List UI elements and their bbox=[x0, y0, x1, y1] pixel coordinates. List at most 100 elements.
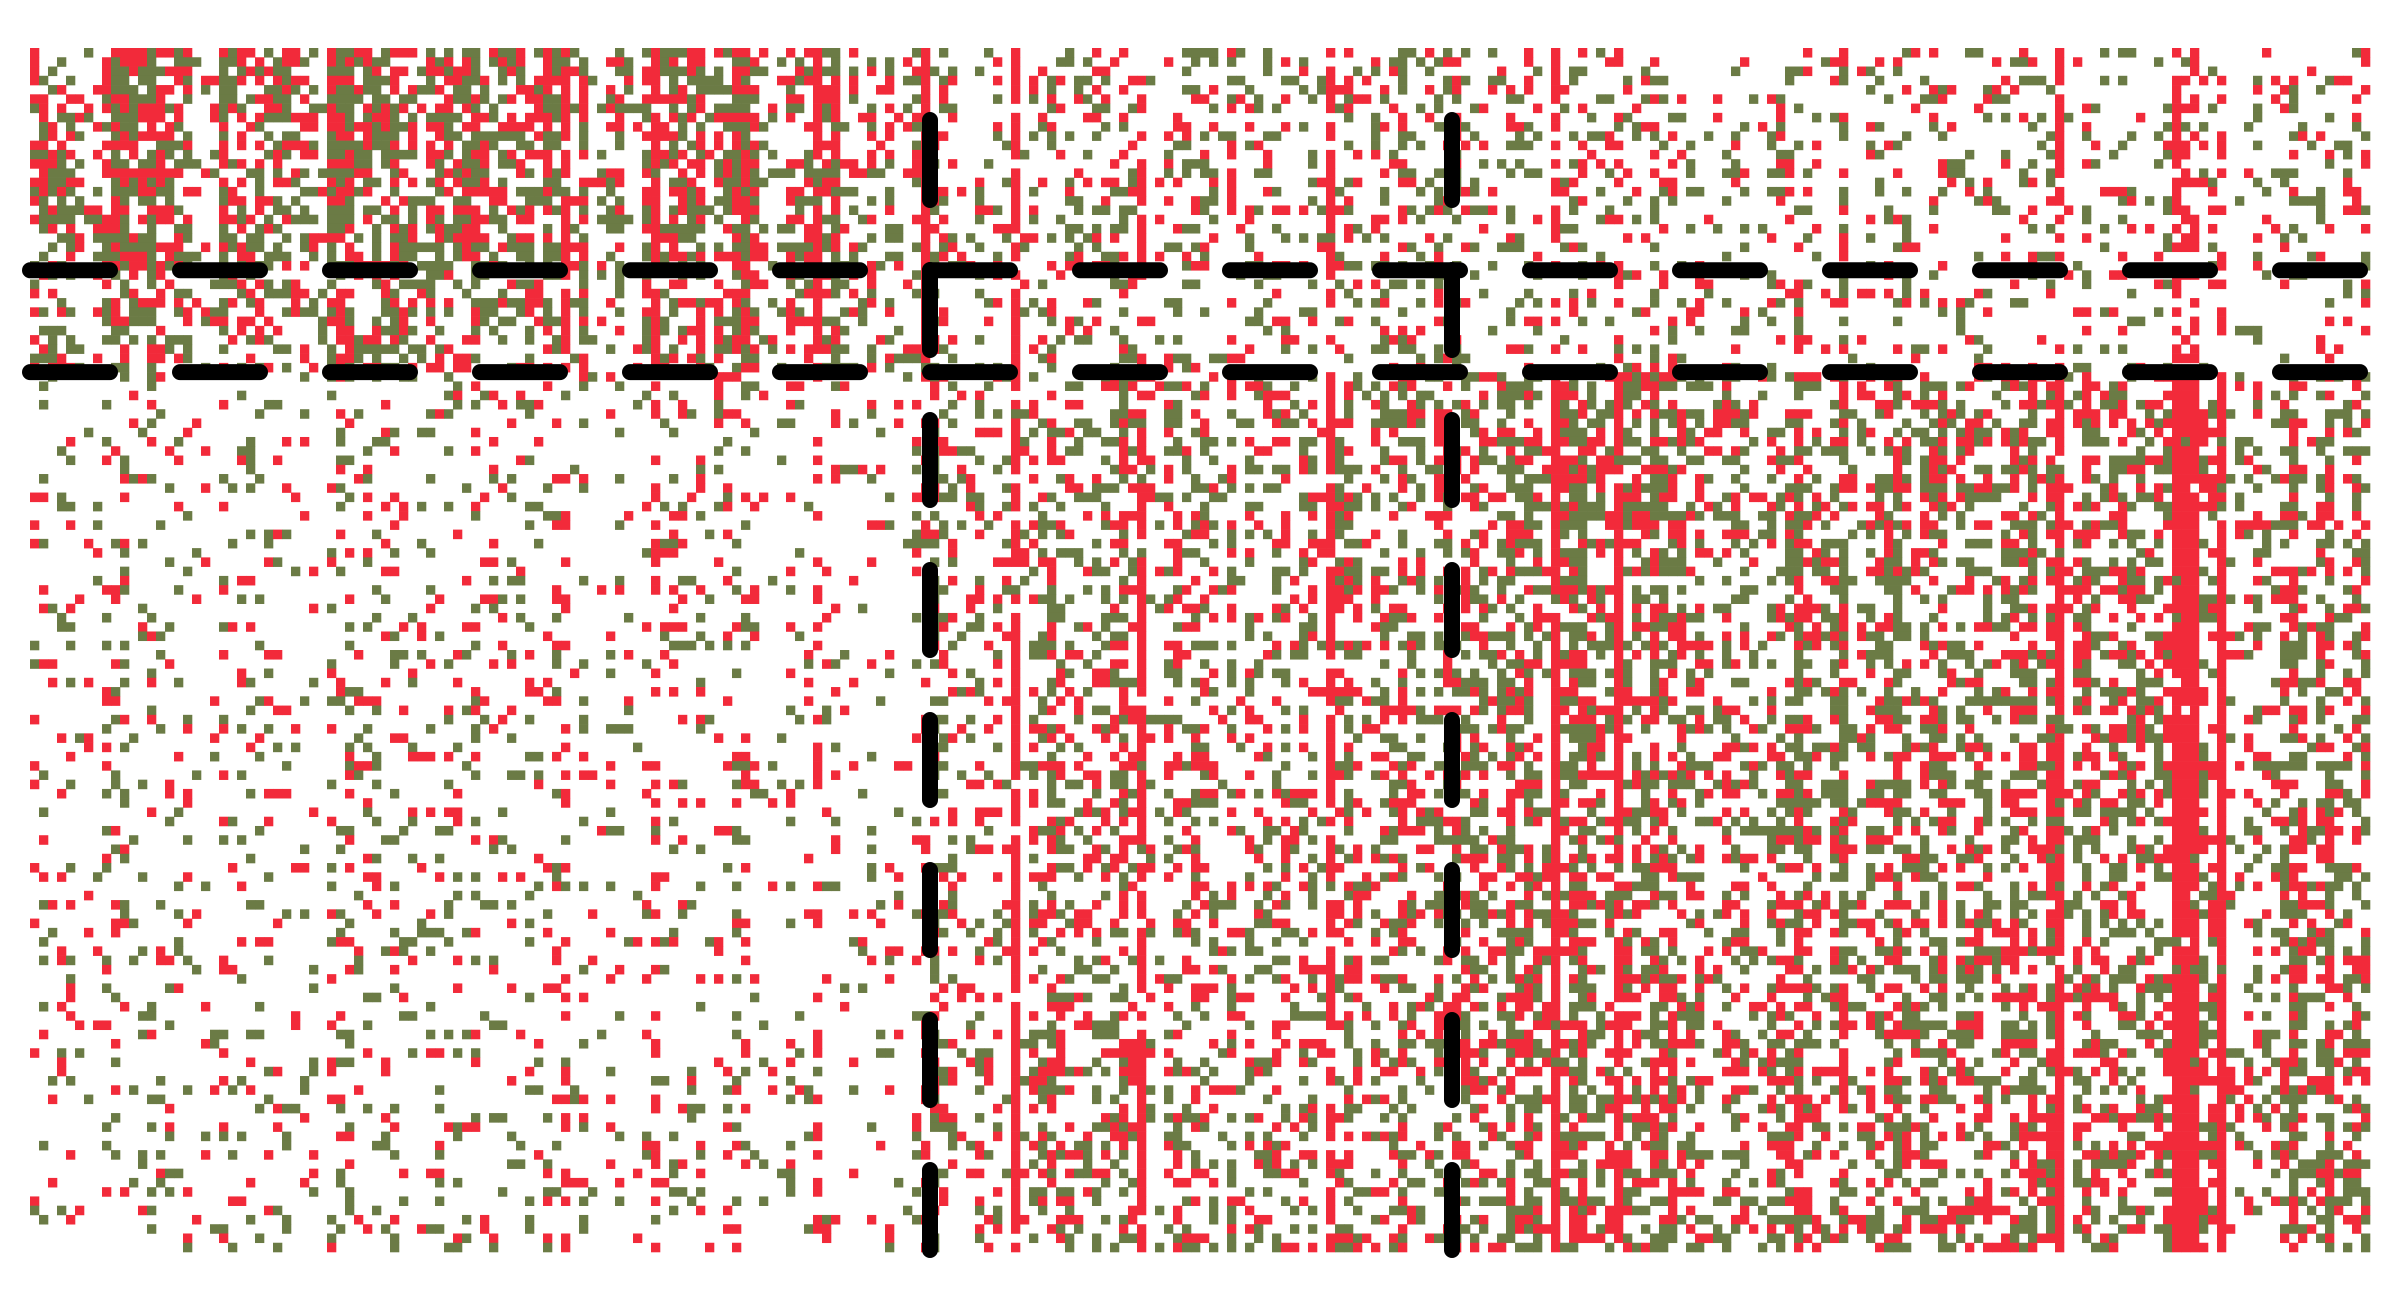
heatmap-cell bbox=[1047, 103, 1057, 114]
heatmap-cell bbox=[2334, 409, 2344, 419]
heatmap-cell bbox=[1245, 436, 1255, 447]
heatmap-cell bbox=[696, 66, 706, 77]
heatmap-cell bbox=[1065, 48, 1075, 58]
heatmap-cell bbox=[390, 233, 400, 243]
heatmap-cell bbox=[1623, 455, 1633, 466]
heatmap-cell bbox=[453, 390, 463, 401]
heatmap-cell bbox=[669, 57, 679, 67]
heatmap-cell bbox=[111, 122, 121, 132]
heatmap-cell bbox=[471, 168, 481, 178]
heatmap-cell bbox=[696, 75, 706, 86]
heatmap-cell bbox=[714, 381, 724, 391]
heatmap-cell bbox=[39, 196, 49, 206]
heatmap-cell bbox=[1983, 344, 1993, 354]
heatmap-cell bbox=[1461, 492, 1471, 503]
heatmap-cell bbox=[1920, 298, 1930, 308]
heatmap-cell bbox=[1533, 501, 1543, 512]
heatmap-cell bbox=[1614, 57, 1624, 67]
heatmap-cell bbox=[1587, 446, 1597, 456]
heatmap-cell bbox=[48, 242, 58, 253]
heatmap-cell bbox=[741, 353, 751, 364]
heatmap-cell bbox=[1614, 214, 1624, 225]
heatmap-cell bbox=[165, 48, 175, 58]
heatmap-cell bbox=[2181, 427, 2191, 438]
heatmap-cell bbox=[30, 288, 40, 299]
heatmap-cell bbox=[2280, 511, 2290, 521]
heatmap-cell bbox=[2217, 399, 2227, 410]
heatmap-cell bbox=[1533, 436, 1543, 447]
heatmap-cell bbox=[894, 112, 904, 123]
heatmap-cell bbox=[1326, 149, 1336, 160]
heatmap-cell bbox=[1614, 335, 1624, 345]
heatmap-cell bbox=[111, 233, 121, 243]
heatmap-cell bbox=[30, 353, 40, 364]
heatmap-cell bbox=[597, 261, 607, 271]
heatmap-cell bbox=[219, 251, 229, 262]
heatmap-cell bbox=[1839, 399, 1849, 410]
heatmap-cell bbox=[399, 307, 409, 317]
heatmap-cell bbox=[1416, 140, 1426, 151]
heatmap-cell bbox=[2172, 75, 2182, 86]
heatmap-cell bbox=[2181, 409, 2191, 419]
heatmap-cell bbox=[1038, 418, 1048, 429]
heatmap-cell bbox=[2253, 325, 2263, 336]
heatmap-cell bbox=[1983, 436, 1993, 447]
heatmap-cell bbox=[1326, 233, 1336, 243]
heatmap-cell bbox=[471, 48, 481, 58]
heatmap-cell bbox=[462, 288, 472, 299]
heatmap-cell bbox=[2091, 409, 2101, 419]
heatmap-cell bbox=[939, 436, 949, 447]
heatmap-cell bbox=[1326, 131, 1336, 141]
heatmap-cell bbox=[408, 94, 418, 104]
heatmap-cell bbox=[732, 325, 742, 336]
heatmap-cell bbox=[2253, 233, 2263, 243]
heatmap-cell bbox=[1983, 307, 1993, 317]
heatmap-cell bbox=[696, 122, 706, 132]
heatmap-cell bbox=[615, 131, 625, 141]
heatmap-cell bbox=[399, 251, 409, 262]
heatmap-cell bbox=[525, 307, 535, 317]
heatmap-cell bbox=[768, 261, 778, 271]
heatmap-cell bbox=[921, 242, 931, 253]
heatmap-cell bbox=[1839, 483, 1849, 493]
heatmap-cell bbox=[2217, 279, 2227, 290]
heatmap-cell bbox=[1578, 464, 1588, 475]
heatmap-cell bbox=[1371, 344, 1381, 354]
heatmap-cell bbox=[2019, 112, 2029, 123]
heatmap-cell bbox=[2019, 177, 2029, 188]
heatmap-cell bbox=[1434, 492, 1444, 503]
heatmap-cell bbox=[102, 233, 112, 243]
heatmap-cell bbox=[66, 242, 76, 253]
heatmap-cell bbox=[120, 279, 130, 290]
heatmap-cell bbox=[696, 94, 706, 104]
heatmap-cell bbox=[120, 242, 130, 253]
heatmap-cell bbox=[156, 131, 166, 141]
heatmap-cell bbox=[1659, 492, 1669, 503]
heatmap-cell bbox=[1173, 511, 1183, 521]
heatmap-cell bbox=[102, 298, 112, 308]
heatmap-cell bbox=[174, 57, 184, 67]
heatmap-cell bbox=[1911, 48, 1921, 58]
heatmap-cell bbox=[345, 112, 355, 123]
heatmap-cell bbox=[480, 112, 490, 123]
heatmap-cell bbox=[1614, 390, 1624, 401]
heatmap-cell bbox=[1497, 242, 1507, 253]
heatmap-cell bbox=[1623, 233, 1633, 243]
heatmap-cell bbox=[435, 112, 445, 123]
heatmap-cell bbox=[1101, 196, 1111, 206]
heatmap-cell bbox=[345, 214, 355, 225]
heatmap-cell bbox=[669, 223, 679, 234]
heatmap-cell bbox=[912, 436, 922, 447]
heatmap-cell bbox=[669, 48, 679, 58]
heatmap-cell bbox=[903, 75, 913, 86]
heatmap-cell bbox=[1506, 399, 1516, 410]
heatmap-cell bbox=[336, 48, 346, 58]
heatmap-cell bbox=[1695, 474, 1705, 484]
heatmap-cell bbox=[1173, 381, 1183, 391]
heatmap-cell bbox=[606, 57, 616, 67]
heatmap-cell bbox=[1020, 307, 1030, 317]
heatmap-cell bbox=[714, 316, 724, 327]
heatmap-cell bbox=[183, 48, 193, 58]
heatmap-cell bbox=[1281, 511, 1291, 521]
heatmap-cell bbox=[1605, 131, 1615, 141]
